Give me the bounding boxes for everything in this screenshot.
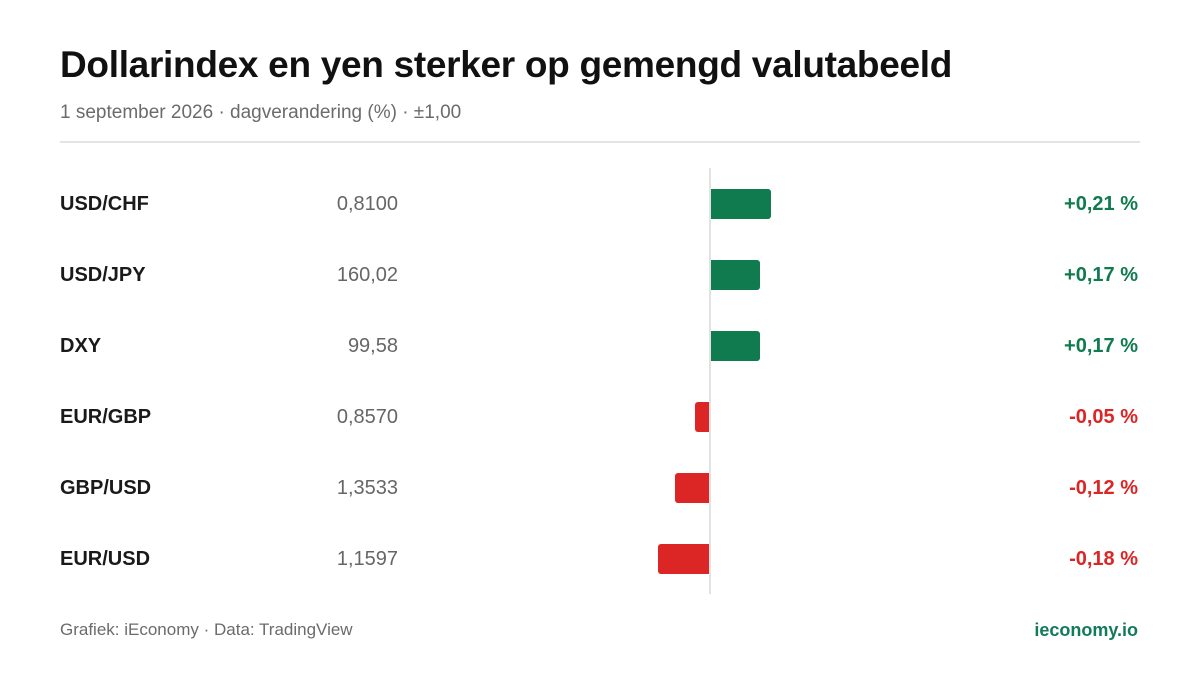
chart-subtitle: 1 september 2026 · dagverandering (%) · … xyxy=(60,102,462,123)
bar-row: EUR/USD 1,1597 -0,18 % xyxy=(0,539,1200,579)
bar-row: USD/CHF 0,8100 +0,21 % xyxy=(0,184,1200,224)
change-label: -0,18 % xyxy=(1069,548,1138,570)
change-label: +0,17 % xyxy=(1064,264,1138,286)
category-label: EUR/GBP xyxy=(60,406,152,428)
change-label: -0,05 % xyxy=(1069,406,1138,428)
positive-bar xyxy=(711,331,760,361)
quote-value: 1,1597 xyxy=(336,548,398,570)
quote-value: 99,58 xyxy=(347,335,398,357)
zero-axis-line xyxy=(709,168,711,594)
negative-bar xyxy=(674,473,709,503)
source-credit: Grafiek: iEconomy · Data: TradingView xyxy=(60,620,353,639)
positive-bar xyxy=(711,189,772,219)
category-label: DXY xyxy=(60,335,102,357)
chart-title: Dollarindex en yen sterker op gemengd va… xyxy=(60,44,953,85)
positive-bar xyxy=(711,260,760,290)
brand-link[interactable]: ieconomy.io xyxy=(1034,620,1138,640)
header-divider xyxy=(60,141,1140,143)
category-label: GBP/USD xyxy=(60,477,152,499)
bar-row: USD/JPY 160,02 +0,17 % xyxy=(0,255,1200,295)
quote-value: 0,8100 xyxy=(336,193,398,215)
quote-value: 1,3533 xyxy=(336,477,398,499)
category-label: USD/JPY xyxy=(60,264,146,286)
quote-value: 0,8570 xyxy=(336,406,398,428)
bar-row: DXY 99,58 +0,17 % xyxy=(0,326,1200,366)
category-label: EUR/USD xyxy=(60,548,151,570)
change-label: +0,21 % xyxy=(1064,193,1138,215)
change-label: -0,12 % xyxy=(1069,477,1138,499)
category-label: USD/CHF xyxy=(60,193,149,215)
quote-value: 160,02 xyxy=(336,264,398,286)
negative-bar xyxy=(657,544,709,574)
bar-row: GBP/USD 1,3533 -0,12 % xyxy=(0,468,1200,508)
negative-bar xyxy=(694,402,709,432)
bar-row: EUR/GBP 0,8570 -0,05 % xyxy=(0,397,1200,437)
change-label: +0,17 % xyxy=(1064,335,1138,357)
